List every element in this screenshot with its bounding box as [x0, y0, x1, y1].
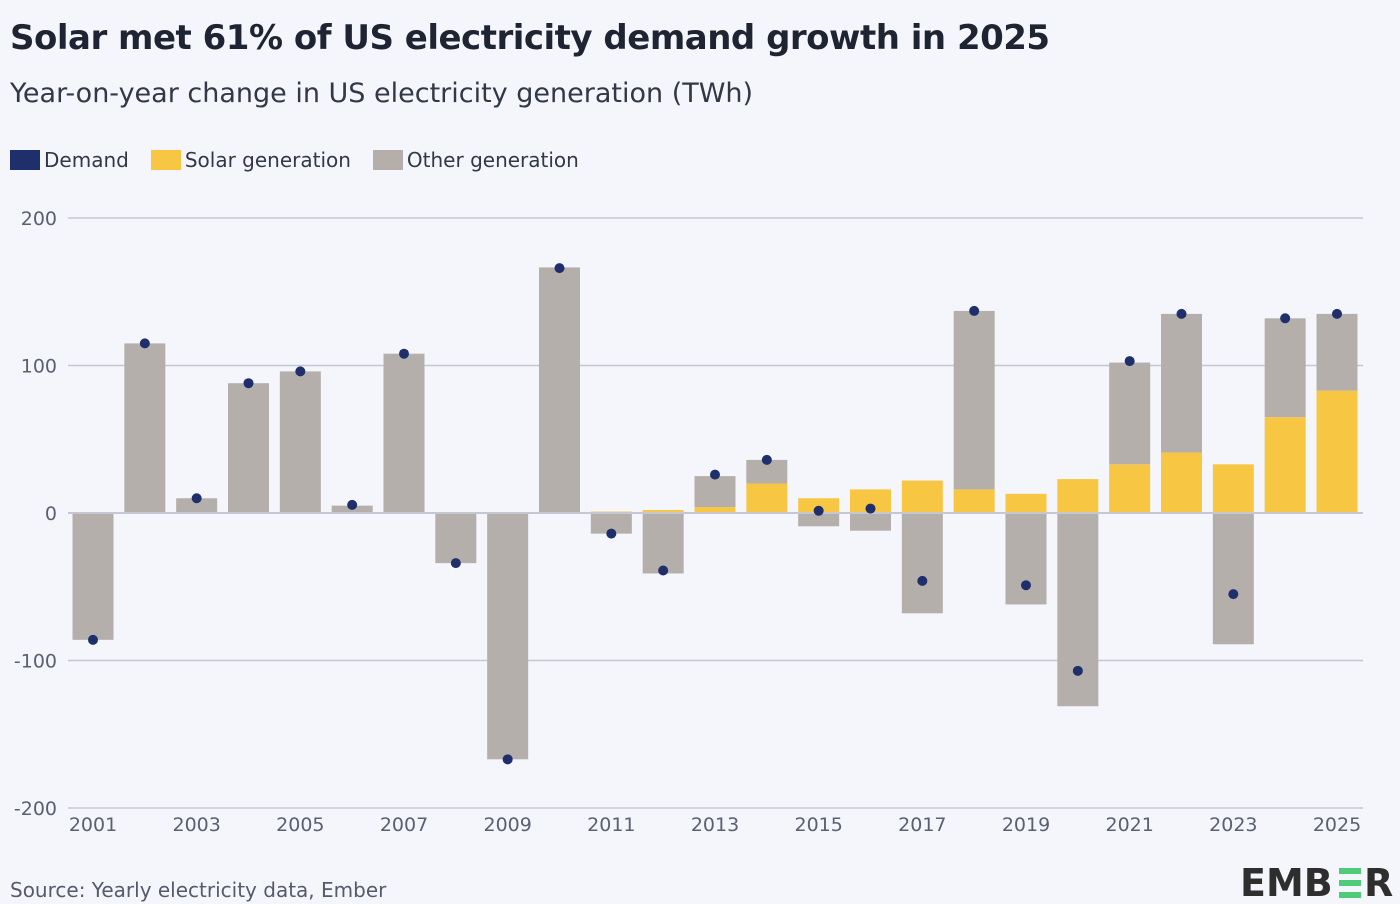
demand-dot	[969, 305, 980, 316]
demand-dot	[1176, 308, 1187, 319]
legend-item-demand: Demand	[10, 148, 129, 172]
demand-dot	[347, 499, 358, 510]
demand-dot	[88, 634, 98, 645]
demand-dot	[710, 469, 720, 480]
bar-solar	[1109, 464, 1151, 513]
demand-dot	[502, 754, 513, 765]
legend-label-other: Other generation	[406, 148, 579, 172]
demand-dot	[1021, 580, 1031, 591]
bar-solar	[1057, 479, 1099, 513]
legend-swatch-other	[372, 150, 403, 170]
x-tick-label: 2023	[1209, 814, 1257, 836]
chart-title: Solar met 61% of US electricity demand g…	[10, 18, 1050, 58]
x-tick-label: 2001	[69, 814, 117, 836]
bar-other	[1212, 513, 1254, 645]
bar-other	[279, 371, 321, 513]
y-tick-label: 100	[21, 356, 57, 378]
demand-dot	[1228, 589, 1239, 600]
bar-other	[228, 383, 269, 513]
legend-item-other: Other generation	[372, 148, 579, 172]
bar-other	[1109, 362, 1151, 465]
bar-other	[1057, 513, 1099, 707]
legend-label-demand: Demand	[44, 148, 129, 172]
demand-dot	[139, 338, 150, 349]
y-tick-label: 0	[45, 503, 57, 525]
demand-dot	[658, 565, 669, 576]
x-tick-label: 2025	[1313, 814, 1361, 836]
bar-other	[539, 267, 580, 513]
bar-other	[590, 513, 632, 534]
bar-other	[746, 459, 788, 484]
ember-logo: EMB R	[1240, 862, 1393, 902]
demand-dot	[1280, 313, 1291, 324]
legend-label-solar: Solar generation	[184, 148, 351, 172]
bar-other	[72, 513, 114, 640]
demand-dot	[399, 348, 409, 359]
demand-dot	[450, 558, 461, 569]
x-tick-label: 2007	[380, 814, 428, 836]
bar-solar	[1264, 417, 1306, 513]
x-tick-label: 2011	[587, 814, 635, 836]
demand-dot	[1124, 356, 1135, 367]
demand-dot	[813, 505, 824, 516]
demand-dot	[1332, 308, 1342, 319]
demand-dot	[191, 493, 202, 504]
bar-solar	[1005, 493, 1047, 513]
x-tick-label: 2017	[898, 814, 946, 836]
bar-solar	[746, 483, 788, 513]
bar-other	[383, 353, 425, 513]
svg-text:EMB: EMB	[1240, 862, 1333, 902]
bar-solar	[953, 489, 995, 513]
bar-solar	[694, 507, 736, 513]
bar-other	[953, 310, 995, 490]
svg-text:R: R	[1364, 862, 1393, 902]
bar-solar	[642, 510, 684, 513]
bar-other	[176, 498, 218, 513]
x-tick-label: 2019	[1002, 814, 1050, 836]
bar-other	[642, 513, 684, 574]
demand-dot	[865, 503, 876, 514]
bar-solar	[850, 489, 891, 513]
bar-solar	[1212, 464, 1254, 513]
source-note: Source: Yearly electricity data, Ember	[10, 878, 387, 902]
legend-item-solar: Solar generation	[150, 148, 351, 172]
bar-solar	[1316, 390, 1358, 513]
bar-other	[850, 513, 891, 531]
bar-other	[435, 513, 477, 564]
x-tick-label: 2009	[483, 814, 531, 836]
bar-other	[798, 513, 840, 527]
x-tick-label: 2005	[276, 814, 324, 836]
bar-other	[487, 513, 529, 760]
demand-dot	[917, 575, 928, 586]
bar-other	[1161, 313, 1202, 453]
legend-swatch-demand	[10, 150, 40, 170]
bar-other	[1005, 513, 1047, 605]
bar-other	[1264, 318, 1306, 418]
y-tick-label: -200	[14, 798, 57, 820]
bar-solar	[901, 480, 943, 513]
bar-solar	[798, 498, 840, 513]
demand-dot	[243, 378, 254, 389]
demand-dot	[295, 366, 306, 377]
demand-dot	[554, 263, 565, 274]
bar-other	[1316, 313, 1358, 391]
demand-dot	[1072, 665, 1083, 676]
bar-other	[124, 343, 166, 513]
x-tick-label: 2013	[691, 814, 739, 836]
bar-other	[694, 476, 736, 508]
x-tick-label: 2021	[1105, 814, 1153, 836]
legend-swatch-solar	[150, 150, 181, 170]
chart-subtitle: Year-on-year change in US electricity ge…	[10, 78, 754, 109]
bar-solar	[1161, 452, 1202, 513]
bar-other	[901, 513, 943, 614]
x-tick-label: 2015	[794, 814, 842, 836]
legend: Demand Solar generation Other generation	[10, 148, 579, 172]
y-tick-label: -100	[14, 651, 57, 673]
demand-dot	[606, 528, 617, 539]
x-tick-label: 2003	[172, 814, 220, 836]
y-tick-label: 200	[21, 208, 57, 230]
demand-dot	[761, 454, 772, 465]
